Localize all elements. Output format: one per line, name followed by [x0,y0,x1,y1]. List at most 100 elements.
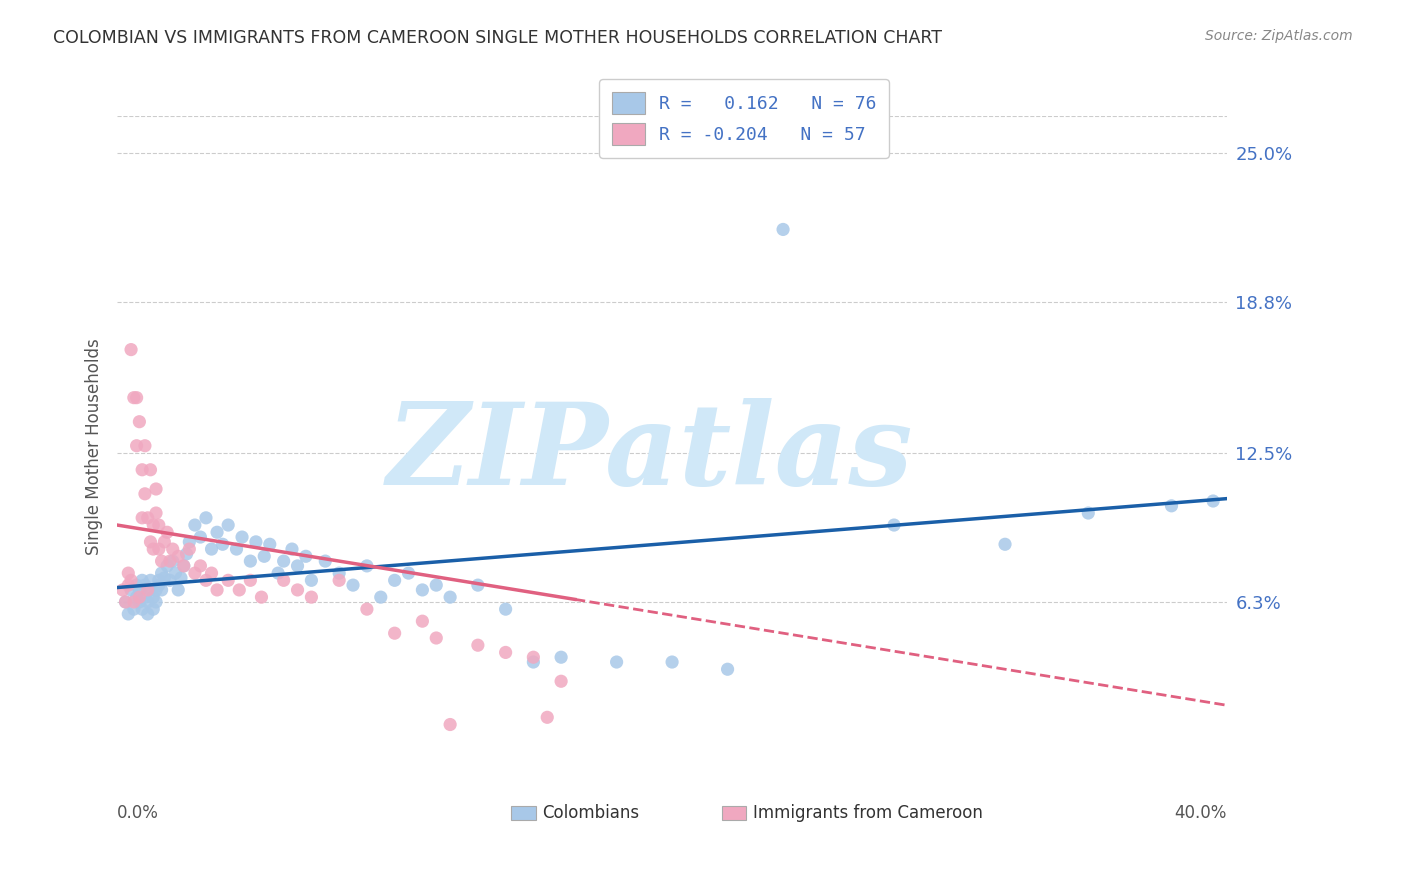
Point [200,542,222,557]
Point [139,574,162,588]
Point [128,582,150,597]
Point [231,530,253,544]
Point [170,571,193,585]
Point [120,582,142,597]
Text: 40.0%: 40.0% [1174,804,1227,822]
Point [384,626,406,640]
Point [159,554,181,568]
Legend: R =   0.162   N = 76, R = -0.204   N = 57: R = 0.162 N = 76, R = -0.204 N = 57 [599,79,889,158]
Point [114,595,136,609]
Point [536,710,558,724]
Point [411,582,433,597]
Point [173,558,195,573]
Point [295,549,318,564]
Point [117,607,139,621]
Point [134,590,156,604]
Point [111,582,134,597]
Point [136,595,159,609]
Point [159,574,181,588]
Point [217,574,239,588]
Point [356,558,378,573]
Point [259,537,281,551]
Point [117,566,139,581]
Point [245,534,267,549]
Point [120,574,142,588]
Point [131,574,153,588]
Point [550,650,572,665]
Point [281,542,304,557]
Point [114,595,136,609]
Point [439,717,461,731]
Point [439,590,461,604]
Point [125,590,148,604]
Point [145,582,167,597]
Point [162,542,184,557]
Point [142,518,165,533]
Point [128,595,150,609]
Point [125,439,148,453]
Point [425,578,447,592]
Point [205,525,228,540]
Point [131,602,153,616]
Point [173,558,195,573]
Point [131,511,153,525]
Point [125,391,148,405]
Point [190,530,212,544]
Point [467,578,489,592]
Point [134,439,156,453]
Point [1077,506,1099,520]
Point [128,415,150,429]
Point [122,602,145,616]
Point [467,638,489,652]
Point [179,542,201,557]
Point [356,602,378,616]
Point [184,566,207,581]
Point [328,574,350,588]
Point [287,582,309,597]
Point [120,343,142,357]
Point [239,574,262,588]
Point [225,542,247,557]
Point [150,582,173,597]
Point [167,549,190,564]
Point [148,542,170,557]
Text: COLOMBIAN VS IMMIGRANTS FROM CAMEROON SINGLE MOTHER HOUSEHOLDS CORRELATION CHART: COLOMBIAN VS IMMIGRANTS FROM CAMEROON SI… [53,29,942,46]
Point [205,582,228,597]
Point [142,542,165,557]
Y-axis label: Single Mother Households: Single Mother Households [86,339,103,556]
Point [142,602,165,616]
Point [156,558,179,573]
Point [772,222,794,236]
Point [273,554,295,568]
Point [117,578,139,592]
Point [398,566,420,581]
Point [411,614,433,628]
Point [273,574,295,588]
Point [148,518,170,533]
Point [299,574,322,588]
Point [550,674,572,689]
Point [128,590,150,604]
Point [522,650,544,665]
Point [228,582,250,597]
Point [883,518,905,533]
Point [125,578,148,592]
Point [122,595,145,609]
Point [156,525,179,540]
Text: 0.0%: 0.0% [117,804,159,822]
Point [145,595,167,609]
Point [384,574,406,588]
Point [145,482,167,496]
Point [162,554,184,568]
Point [194,511,217,525]
Point [150,554,173,568]
Point [139,463,162,477]
Point [139,582,162,597]
Point [131,463,153,477]
Point [342,578,364,592]
Point [217,518,239,533]
Point [314,554,336,568]
Point [134,578,156,592]
Point [136,511,159,525]
Point [370,590,392,604]
